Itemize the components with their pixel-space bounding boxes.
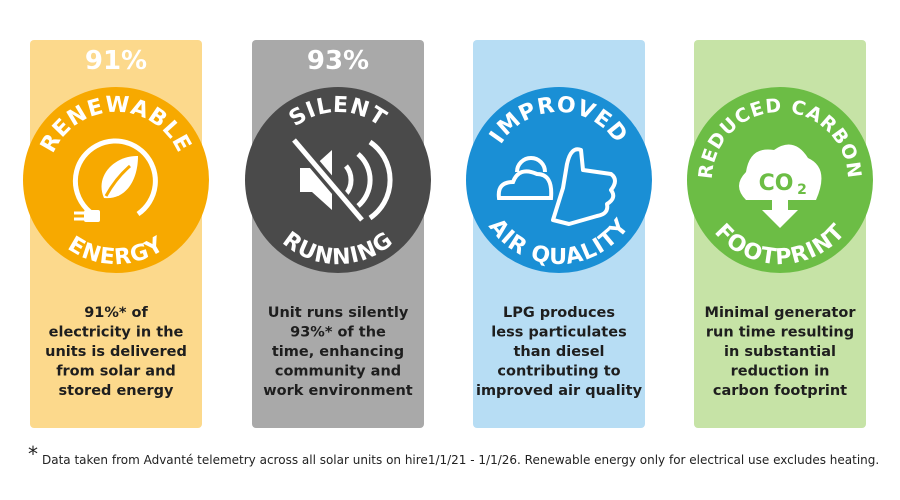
card-stat: 91% xyxy=(85,46,147,76)
card-description: LPG produces xyxy=(503,305,615,321)
card-description: community and xyxy=(275,364,401,380)
card-disc xyxy=(245,87,431,273)
card-description: stored energy xyxy=(59,383,174,399)
footnote-text: Data taken from Advanté telemetry across… xyxy=(42,453,879,467)
icon-wave xyxy=(343,164,354,196)
card-description: than diesel xyxy=(513,344,604,360)
card-disc xyxy=(466,87,652,273)
card-description: run time resulting xyxy=(706,325,854,341)
icon-cloud xyxy=(496,169,554,200)
icon-cloud xyxy=(739,144,822,200)
icon-vein xyxy=(104,164,131,197)
card-description: Minimal generator xyxy=(705,305,857,321)
card-description: reduction in xyxy=(731,364,830,380)
icon-slash xyxy=(292,138,364,222)
card-description: electricity in the xyxy=(49,325,184,341)
icon-ring xyxy=(72,138,158,219)
card-description: contributing to xyxy=(497,364,620,380)
icon-speaker xyxy=(300,150,332,210)
icon-arrow xyxy=(762,194,798,228)
icon-hand xyxy=(551,147,617,226)
icon-sun xyxy=(515,156,547,173)
card-description: in substantial xyxy=(724,344,836,360)
icon-wave xyxy=(356,152,373,208)
footnote-marker: * xyxy=(28,442,38,466)
card-description: Unit runs silently xyxy=(268,305,409,321)
card-description: 93%* of the xyxy=(290,325,386,341)
icon-label: CO xyxy=(759,171,794,196)
card-description: work environment xyxy=(263,383,412,399)
card-description: improved air quality xyxy=(476,383,643,399)
card-description: from solar and xyxy=(56,364,176,380)
card-description: carbon footprint xyxy=(713,383,847,399)
icon-label-sub: 2 xyxy=(797,182,807,198)
icon-plug xyxy=(84,210,100,222)
card-description: time, enhancing xyxy=(272,344,404,360)
card-description: less particulates xyxy=(491,325,626,341)
card-stat: 93% xyxy=(307,46,369,76)
icon-wave xyxy=(368,139,393,221)
card-description: 91%* of xyxy=(84,305,148,321)
card-description: units is delivered xyxy=(45,344,187,360)
